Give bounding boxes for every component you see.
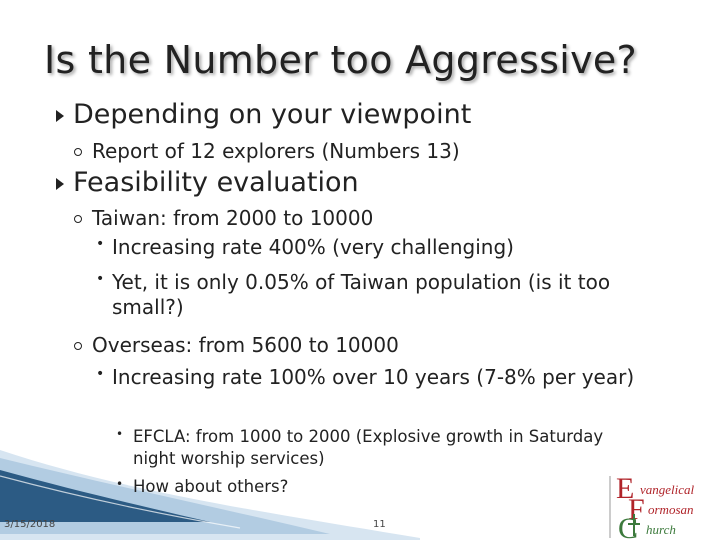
footer-date: 3/15/2018 [4, 519, 56, 530]
slide-title: Is the Number too Aggressive? [44, 38, 638, 82]
dot-bullet-icon: • [96, 271, 105, 287]
svg-text:ormosan: ormosan [648, 502, 694, 517]
bullet-text: Yet, it is only 0.05% of Taiwan populati… [112, 270, 611, 319]
triangle-bullet-icon [56, 110, 64, 122]
dot-bullet-icon: • [96, 236, 105, 252]
svg-text:E: E [616, 474, 634, 505]
bullet-text: Increasing rate 100% over 10 years (7-8%… [112, 365, 635, 389]
bullet-text: How about others? [133, 477, 289, 496]
bullet-text: Report of 12 explorers (Numbers 13) [92, 139, 460, 163]
bullet-text: EFCLA: from 1000 to 2000 (Explosive grow… [133, 427, 604, 468]
church-logo: E F C vangelical ormosan hurch [609, 474, 695, 540]
dot-bullet-icon: • [96, 366, 105, 382]
dot-bullet-icon: • [116, 427, 124, 441]
bullet-text: Increasing rate 400% (very challenging) [112, 235, 514, 259]
page-number: 11 [373, 519, 386, 530]
svg-text:vangelical: vangelical [640, 482, 695, 497]
bullet-text: Feasibility evaluation [73, 167, 359, 198]
svg-text:C: C [618, 512, 638, 540]
circle-bullet-icon [74, 215, 82, 223]
circle-bullet-icon [74, 148, 82, 156]
decorative-swoosh [0, 450, 420, 540]
svg-text:hurch: hurch [646, 522, 676, 537]
triangle-bullet-icon [56, 178, 64, 190]
svg-text:F: F [628, 493, 645, 526]
bullet-text: Overseas: from 5600 to 10000 [92, 333, 399, 357]
circle-bullet-icon [74, 342, 82, 350]
bullet-text: Depending on your viewpoint [73, 99, 472, 130]
dot-bullet-icon: • [116, 477, 124, 491]
bullet-text: Taiwan: from 2000 to 10000 [92, 206, 374, 230]
